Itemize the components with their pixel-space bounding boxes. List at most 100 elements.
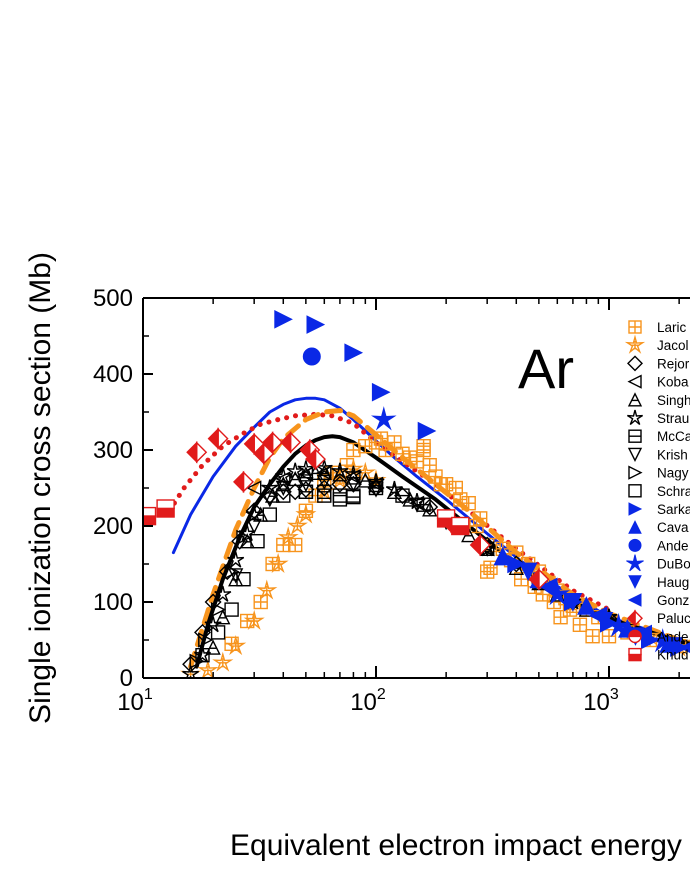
series-gonz [538,577,690,654]
marker-shape [228,568,244,584]
data-point [306,315,326,334]
legend-item: Singh [627,392,690,408]
legend-item: Cava [628,520,689,535]
marker-shape [633,624,652,644]
data-point [297,481,315,498]
legend-label: Knud [657,648,689,663]
marker-cross [470,519,483,533]
marker-shape [317,488,332,503]
marker-top [628,629,642,638]
marker-cross [429,470,442,484]
data-point [246,518,262,535]
marker-left [469,533,481,557]
legend-label: Schra [657,484,690,499]
marker-cross [346,443,360,457]
marker-cross [586,629,600,643]
marker-left [627,609,636,627]
data-point [469,533,491,557]
legend-item: Laric [628,320,687,335]
data-point [572,617,588,632]
data-point [207,427,229,450]
data-point [182,665,200,678]
legend-item: Ande [628,538,689,553]
marker-shape [245,502,263,520]
legend-marker [628,538,642,552]
marker-left [243,432,255,456]
marker-shape [563,593,583,612]
data-point [233,470,254,494]
marker-left [207,427,219,450]
series-sarka [274,309,689,657]
data-point [275,480,291,497]
data-point [395,488,410,503]
marker-shape [628,502,643,516]
marker-shape [626,554,644,572]
marker-shape [275,480,291,497]
data-point [224,602,239,617]
data-point [345,477,362,493]
marker-shape [331,475,349,493]
marker-cross [417,439,431,453]
legend-marker [627,593,642,607]
legend-marker [628,647,642,662]
plot-area [143,309,690,678]
legend-label: Jacol [657,338,689,353]
data-point [316,474,332,490]
series-knud [143,499,470,536]
legend-item: Gonz [627,593,690,608]
data-point [228,571,244,587]
legend-label: Nagy [657,466,689,481]
marker-shape [246,518,262,535]
marker-right [217,427,229,450]
data-point [295,503,317,524]
x-tick-label: 102 [350,686,386,716]
series-strau [182,459,618,678]
data-point [256,579,278,600]
marker-shape [346,488,361,503]
marker-left [528,568,540,591]
legend-label: Haug [657,575,689,590]
marker-shape [345,468,361,485]
data-point [194,623,211,641]
data-point [262,431,284,454]
data-point [307,464,324,480]
series-mcca [298,480,431,512]
legend-label: Koba [657,375,689,390]
data-point [186,441,208,464]
data-point [553,610,568,625]
data-point [633,624,652,644]
data-point [588,606,608,626]
x-tick-exponent: 3 [610,686,619,703]
marker-shape [224,563,240,580]
data-point [261,479,279,496]
marker-shape [409,497,425,513]
y-axis-title: Single ionization cross section (Mb) [24,252,57,724]
marker-shape [316,474,332,490]
marker-shape [302,347,321,366]
data-point [368,482,384,498]
marker-shape [274,467,292,485]
data-point [302,347,321,366]
marker-shape [198,632,214,648]
data-point [601,629,617,644]
data-point [461,496,476,511]
legend-label: Gonz [657,593,690,608]
data-point [276,488,291,503]
marker-shape [577,596,596,615]
legend-label: Paluc [657,611,690,626]
data-point [227,551,245,568]
y-tick-label: 0 [120,665,133,692]
data-point [387,435,402,450]
marker-shape [262,492,278,508]
data-point [143,506,157,526]
marker-shape [236,529,252,546]
legend-marker [628,520,642,534]
data-point [224,563,240,580]
data-point [331,475,349,493]
marker-shape [332,492,348,507]
data-point [371,382,391,402]
data-point [332,492,348,507]
marker-shape [417,421,437,441]
marker-cross [273,559,283,569]
data-point [679,642,690,654]
